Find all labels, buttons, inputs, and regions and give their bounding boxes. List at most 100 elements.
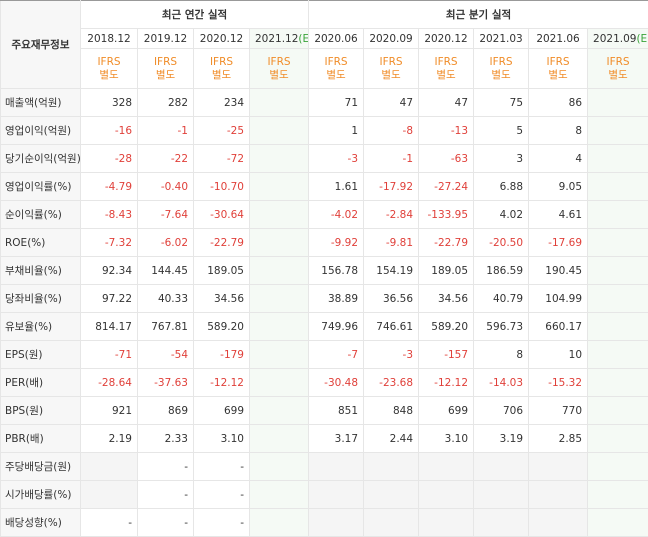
cell: -1 — [363, 144, 420, 173]
date: 2020.09 — [369, 32, 413, 45]
cell: -1 — [137, 116, 194, 145]
scope: 별도 — [269, 68, 289, 81]
cell — [587, 284, 648, 313]
cell: 47 — [363, 88, 420, 117]
row: 영업이익률(%) -4.79 -0.40 -10.70 1.61 -17.92 -27.24… — [0, 172, 648, 201]
column-basis: IFRS 별도 — [418, 48, 475, 89]
cell: 34.56 — [193, 284, 250, 313]
cell: -54 — [137, 340, 194, 369]
column-basis: IFRS 별도 — [137, 48, 194, 89]
cell: 40.33 — [137, 284, 194, 313]
column-basis: IFRS 별도 — [308, 48, 365, 89]
cell: 851 — [308, 396, 365, 425]
cell: 596.73 — [473, 312, 530, 341]
column-date: 2021.03 — [473, 28, 530, 49]
basis: IFRS — [153, 55, 178, 68]
cell — [587, 396, 648, 425]
cell: -12.12 — [193, 368, 250, 397]
cell: 3.17 — [308, 424, 365, 453]
cell: 282 — [137, 88, 194, 117]
cell: 144.45 — [137, 256, 194, 285]
cell — [80, 452, 138, 481]
cell: -30.48 — [308, 368, 365, 397]
column-basis: IFRS 별도 — [473, 48, 530, 89]
basis: IFRS — [379, 55, 403, 68]
cell: -10.70 — [193, 172, 250, 201]
column-date: 2020.12 — [418, 28, 475, 49]
scope: 별도 — [491, 68, 511, 81]
row: 당기순이익(억원) -28 -22 -72 -3 -1 -63 3 4 — [0, 144, 648, 173]
cell: 189.05 — [193, 256, 250, 285]
row-label: EPS(원) — [0, 340, 81, 369]
cell — [248, 256, 310, 285]
scope: 별도 — [436, 68, 456, 81]
date: 2020.12 — [424, 32, 468, 45]
cell: 156.78 — [308, 256, 365, 285]
cell: 2.85 — [528, 424, 589, 453]
cell: -17.69 — [528, 228, 589, 257]
cell: 186.59 — [473, 256, 530, 285]
header-row: 주요재무정보 최근 연간 실적 최근 분기 실적 — [0, 0, 648, 89]
cell: 40.79 — [473, 284, 530, 313]
cell: -13 — [418, 116, 475, 145]
cell: -22.79 — [193, 228, 250, 257]
basis: IFRS — [489, 55, 513, 68]
column-date: 2021.09(E) — [587, 28, 648, 49]
cell — [587, 256, 648, 285]
cell — [248, 144, 310, 173]
cell: 6.88 — [473, 172, 530, 201]
cell: -4.02 — [308, 200, 365, 229]
cell — [528, 508, 589, 537]
row: ROE(%) -7.32 -6.02 -22.79 -9.92 -9.81 -22.79 -2… — [0, 228, 648, 257]
cell — [587, 340, 648, 369]
cell: -3 — [363, 340, 420, 369]
cell — [587, 312, 648, 341]
row-label: BPS(원) — [0, 396, 81, 425]
row-label: 순이익률(%) — [0, 200, 81, 229]
cell — [248, 508, 310, 537]
cell — [248, 200, 310, 229]
cell: 3 — [473, 144, 530, 173]
cell — [363, 508, 420, 537]
cell — [473, 480, 530, 509]
column-date: 2020.12 — [193, 28, 250, 49]
column-date: 2018.12 — [80, 28, 138, 49]
cell: 8 — [473, 340, 530, 369]
cell: -7 — [308, 340, 365, 369]
scope: 별도 — [155, 68, 176, 81]
cell: -4.79 — [80, 172, 138, 201]
cell: - — [137, 508, 194, 537]
cell — [248, 424, 310, 453]
row: 영업이익(억원) -16 -1 -25 1 -8 -13 5 8 — [0, 116, 648, 145]
cell: 589.20 — [418, 312, 475, 341]
cell: 814.17 — [80, 312, 138, 341]
cell: -12.12 — [418, 368, 475, 397]
cell: - — [193, 508, 250, 537]
column-date: 2020.06 — [308, 28, 365, 49]
cell — [248, 284, 310, 313]
scope: 별도 — [326, 68, 346, 81]
column-date: 2021.06 — [528, 28, 589, 49]
cell — [587, 200, 648, 229]
date: 2021.06 — [536, 32, 580, 45]
cell — [587, 228, 648, 257]
cell: -72 — [193, 144, 250, 173]
cell: 4.61 — [528, 200, 589, 229]
cell: -179 — [193, 340, 250, 369]
cell: 92.34 — [80, 256, 138, 285]
cell — [248, 340, 310, 369]
date: 2021.03 — [479, 32, 523, 45]
cell — [308, 452, 365, 481]
annual-title: 최근 연간 실적 — [79, 0, 310, 29]
row: 매출액(억원) 328 282 234 71 47 47 75 86 — [0, 88, 648, 117]
cell: -25 — [193, 116, 250, 145]
cell: -8.43 — [80, 200, 138, 229]
cell: 746.61 — [363, 312, 420, 341]
cell — [418, 508, 475, 537]
cell: -3 — [308, 144, 365, 173]
cell: 2.33 — [137, 424, 194, 453]
date: 2018.12 — [87, 32, 131, 45]
cell: 189.05 — [418, 256, 475, 285]
row-label: 당기순이익(억원) — [0, 144, 81, 173]
cell: 706 — [473, 396, 530, 425]
